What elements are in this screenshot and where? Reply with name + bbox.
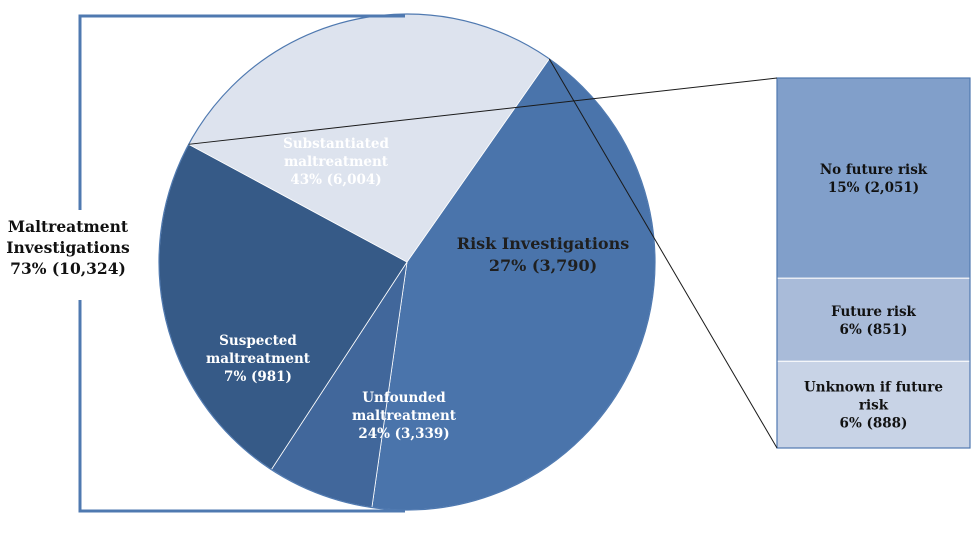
connector-bottom: [548, 58, 778, 449]
connector-top: [188, 77, 778, 145]
bar-outline: [776, 77, 971, 449]
bar-label-unknown-future-risk: Unknown if future risk 6% (888): [804, 380, 943, 432]
bar-label-no-future-risk: No future risk 15% (2,051): [820, 162, 928, 196]
slice-label-risk: Risk Investigations 27% (3,790): [457, 234, 629, 275]
bar-label-future-risk: Future risk 6% (851): [831, 304, 916, 338]
slice-label-unfounded: Unfounded maltreatment 24% (3,339): [352, 390, 457, 442]
group-label-maltreatment: Maltreatment Investigations 73% (10,324): [6, 217, 130, 278]
group-bracket-bottom: [78, 300, 405, 513]
group-bracket-top: [78, 14, 405, 210]
slice-label-substantiated: Substantiated maltreatment 43% (6,004): [283, 136, 389, 188]
pie-outline: [158, 13, 656, 511]
slice-label-suspected: Suspected maltreatment 7% (981): [206, 333, 311, 385]
